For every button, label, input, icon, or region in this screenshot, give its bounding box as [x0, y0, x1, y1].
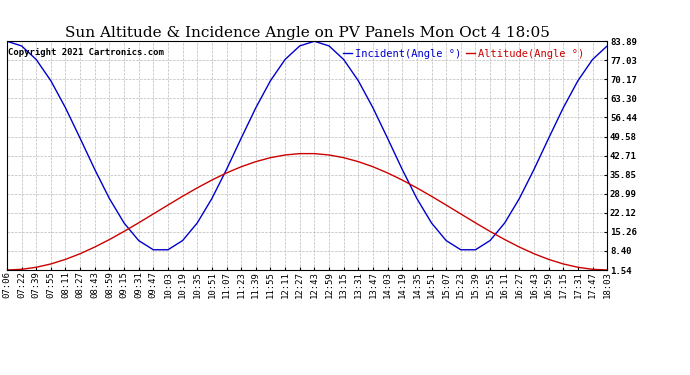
Legend: Incident(Angle °), Altitude(Angle °): Incident(Angle °), Altitude(Angle °) — [344, 49, 584, 59]
Title: Sun Altitude & Incidence Angle on PV Panels Mon Oct 4 18:05: Sun Altitude & Incidence Angle on PV Pan… — [65, 26, 549, 40]
Text: Copyright 2021 Cartronics.com: Copyright 2021 Cartronics.com — [8, 48, 164, 57]
